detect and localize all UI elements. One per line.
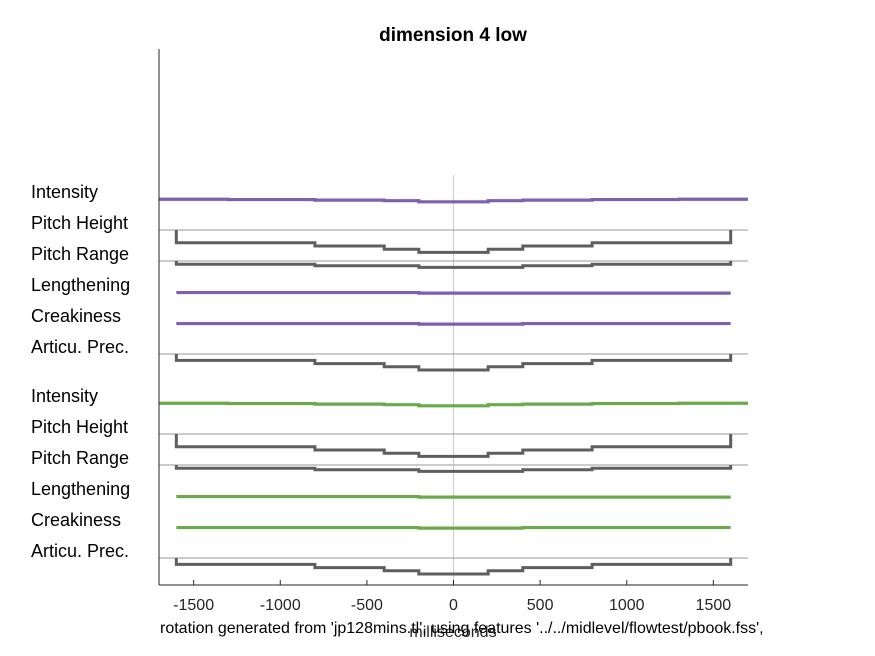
row-label-intensity: Intensity [31,386,98,406]
series-line-lower-4 [176,525,731,530]
x-tick-label: 0 [449,597,458,614]
series-line-upper-0 [159,197,748,204]
row-label-intensity: Intensity [31,182,98,202]
x-tick-label: 1500 [696,597,732,614]
x-tick-label: -500 [351,597,383,614]
row-label-pitch-range: Pitch Range [31,244,129,264]
chart-caption: rotation generated from 'jp128mins.tl', … [160,620,764,637]
x-tick-label: -1500 [173,597,214,614]
row-label-articu-prec: Articu. Prec. [31,541,129,561]
plot-area: Intensity Pitch Height Pitch Range Lengthen… [31,49,748,614]
chart-title: dimension 4 low [379,25,527,46]
x-tick-label: 500 [527,597,554,614]
row-label-pitch-height: Pitch Height [31,213,128,233]
row-label-lengthening: Lengthening [31,275,130,295]
row-label-articu-prec: Articu. Prec. [31,337,129,357]
row-label-lengthening: Lengthening [31,479,130,499]
series-line-upper-2 [174,261,733,269]
row-label-pitch-height: Pitch Height [31,417,128,437]
row-label-creakiness: Creakiness [31,306,121,326]
row-label-creakiness: Creakiness [31,510,121,530]
series-line-lower-1 [174,434,733,458]
series-line-lower-3 [176,494,731,499]
row-label-pitch-range: Pitch Range [31,448,129,468]
series-line-lower-5 [174,558,733,576]
x-axis-label: milliseconds [409,624,496,641]
x-tick-label: 1000 [609,597,645,614]
series-line-upper-3 [176,290,731,295]
series-line-upper-1 [174,230,733,254]
series-line-lower-2 [174,465,733,473]
series-line-upper-4 [176,321,731,326]
series-line-upper-5 [174,354,733,372]
x-tick-label: -1000 [260,597,301,614]
series-line-lower-0 [159,401,748,408]
